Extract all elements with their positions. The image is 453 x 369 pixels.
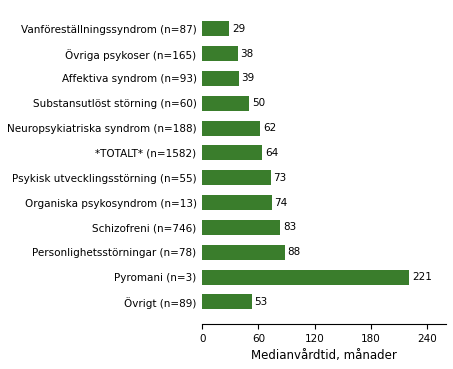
Bar — [202, 220, 280, 235]
Bar — [202, 294, 252, 309]
Bar — [202, 270, 410, 284]
X-axis label: Medianvårdtid, månader: Medianvårdtid, månader — [251, 349, 397, 362]
Text: 83: 83 — [283, 223, 296, 232]
Text: 62: 62 — [263, 123, 276, 133]
Text: 74: 74 — [275, 198, 288, 208]
Bar — [202, 170, 270, 185]
Bar — [202, 145, 262, 161]
Text: 38: 38 — [241, 49, 254, 59]
Text: 88: 88 — [288, 247, 301, 257]
Text: 53: 53 — [255, 297, 268, 307]
Bar — [202, 21, 229, 36]
Text: 73: 73 — [274, 173, 287, 183]
Bar — [202, 96, 249, 111]
Text: 50: 50 — [252, 98, 265, 108]
Text: 29: 29 — [232, 24, 246, 34]
Bar — [202, 195, 271, 210]
Bar — [202, 121, 260, 135]
Text: 39: 39 — [241, 73, 255, 83]
Bar — [202, 71, 239, 86]
Text: 64: 64 — [265, 148, 278, 158]
Text: 221: 221 — [412, 272, 432, 282]
Bar — [202, 46, 238, 61]
Bar — [202, 245, 284, 260]
